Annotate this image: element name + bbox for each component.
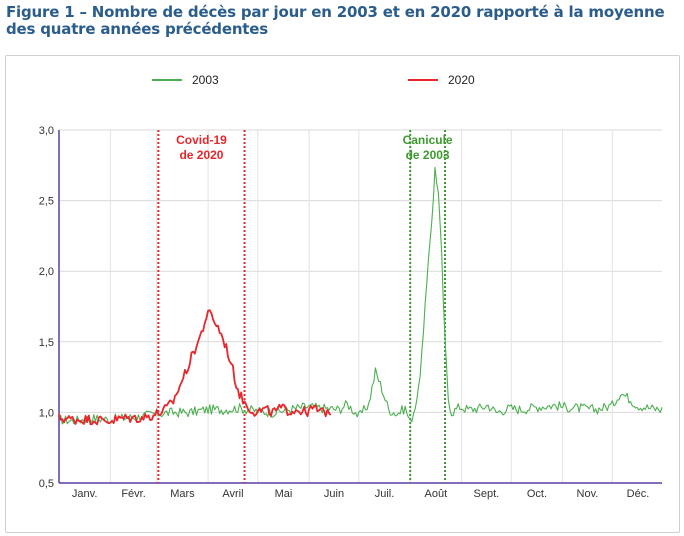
x-tick-label: Juil. [375, 488, 395, 500]
legend-label-2003: 2003 [192, 73, 219, 87]
legend-label-2020: 2020 [448, 73, 475, 87]
series-line-2003 [58, 166, 663, 425]
x-tick-label: Févr. [121, 488, 145, 500]
y-tick-label: 0,5 [39, 478, 54, 490]
series-lines [58, 166, 663, 426]
axes: 0,5 1,0 1,5 2,0 2,5 3,0 Janv. Févr. Mars Avril Mai… [39, 125, 662, 500]
x-tick-label: Mars [170, 488, 195, 500]
annotation-label: de 2003 [406, 148, 450, 162]
x-tick-label: Janv. [72, 488, 97, 500]
gridlines [59, 129, 662, 483]
x-tick-label: Avril [222, 488, 243, 500]
y-tick-label: 3,0 [39, 125, 54, 137]
x-tick-label: Sept. [474, 488, 500, 500]
y-tick-label: 1,5 [39, 337, 54, 349]
series-line-2020 [58, 309, 332, 426]
x-tick-label: Nov. [577, 488, 599, 500]
x-tick-label: Août [425, 488, 448, 500]
annotation-label: Canicule [403, 133, 453, 147]
chart-frame [5, 55, 680, 533]
y-tick-label: 1,0 [39, 407, 54, 419]
annotation-label: Covid-19 [176, 133, 227, 147]
x-tick-label: Déc. [627, 488, 650, 500]
y-tick-label: 2,0 [39, 266, 54, 278]
x-tick-label: Mai [275, 488, 293, 500]
figure-title: Figure 1 – Nombre de décès par jour en 2… [6, 3, 665, 38]
annotation-label: de 2020 [179, 148, 223, 162]
y-tick-label: 2,5 [39, 196, 54, 208]
legend: 2003 2020 [152, 73, 475, 87]
x-tick-label: Juin [324, 488, 344, 500]
x-tick-label: Oct. [527, 488, 547, 500]
